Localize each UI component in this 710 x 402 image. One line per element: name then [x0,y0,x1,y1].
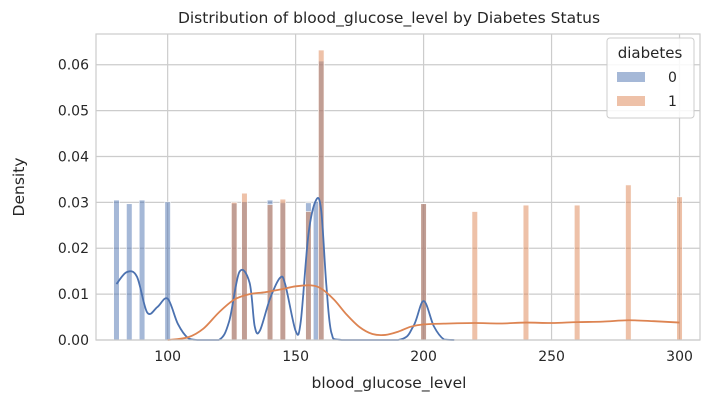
bar-series-1-9 [574,204,581,341]
kde-line-series-1 [167,284,680,341]
legend-title: diabetes [618,44,683,62]
bar-series-1-0 [231,202,238,341]
legend-swatch-0 [617,72,645,82]
bar-series-1-1 [241,192,248,341]
bar-series-1-7 [471,211,478,341]
bar-series-1-8 [522,204,530,341]
legend-swatch-1 [617,96,645,106]
bar-series-1-2 [266,204,274,341]
legend-label-0: 0 [668,70,677,86]
legend-label-1: 1 [668,94,677,110]
x-tick-label-3: 250 [538,349,565,365]
x-axis-label: blood_glucose_level [312,374,467,393]
bar-series-0-2 [138,199,146,341]
bars-series-1 [231,49,683,341]
bar-series-0-3 [164,201,171,341]
plot-area [95,33,701,341]
bar-series-1-5 [318,49,325,341]
x-tick-labels: 100 150 200 250 300 [154,349,693,365]
bar-series-1-11 [676,196,683,341]
plot-frame [95,33,701,341]
y-tick-label-3: 0.03 [58,195,89,211]
chart-title: Distribution of blood_glucose_level by D… [178,9,600,28]
bar-series-1-3 [279,198,286,341]
x-tick-label-4: 300 [666,349,693,365]
y-axis-label: Density [10,158,28,217]
x-tick-label-0: 100 [154,349,181,365]
bar-series-1-10 [625,184,632,341]
legend: diabetes 0 1 [606,37,695,119]
bar-series-0-0 [113,199,120,341]
bar-series-0-9 [312,201,320,341]
y-tick-label-2: 0.02 [58,241,89,257]
bar-series-1-6 [420,203,427,341]
x-tick-label-1: 150 [282,349,309,365]
y-tick-label-4: 0.04 [58,149,89,165]
y-tick-label-6: 0.06 [58,58,89,74]
plot-background [96,34,700,340]
y-tick-label-0: 0.00 [58,333,89,349]
y-tick-label-5: 0.05 [58,104,89,120]
y-tick-label-1: 0.01 [58,287,89,303]
y-tick-labels: 0.00 0.01 0.02 0.03 0.04 0.05 0.06 [58,58,89,349]
x-tick-label-2: 200 [410,349,437,365]
